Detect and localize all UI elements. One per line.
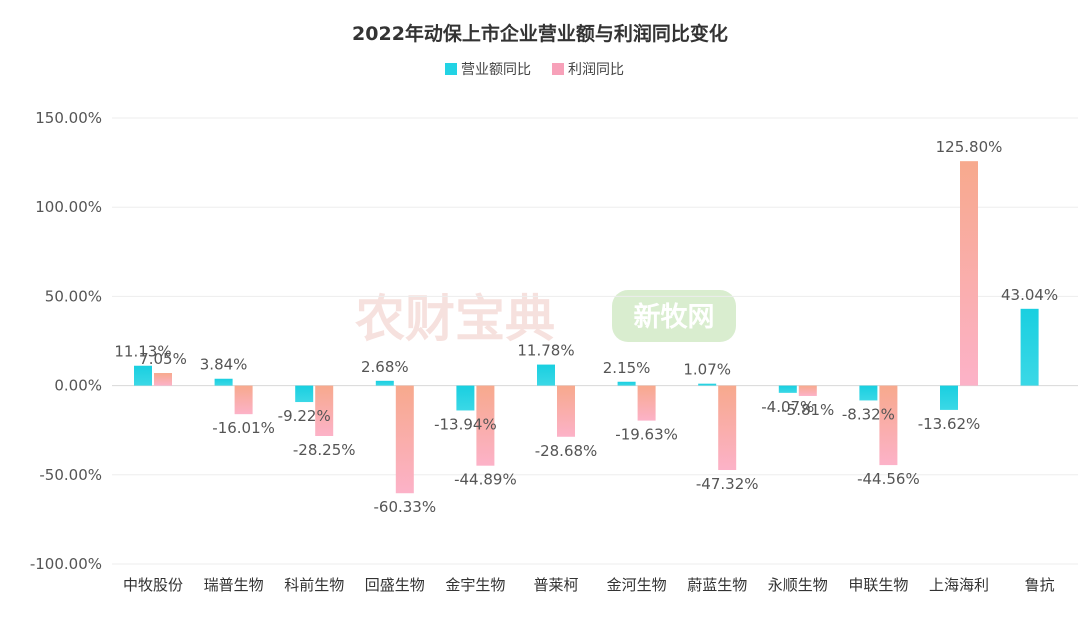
x-axis-ticks: 中牧股份 瑞普生物 科前生物 回盛生物 金宇生物 普莱柯 金河生物 蔚蓝生物 永顺生物 申联生物 上… xyxy=(123,576,1055,594)
x-tick-label: 申联生物 xyxy=(848,576,908,594)
legend-label-revenue: 营业额同比 xyxy=(461,62,531,78)
x-tick-label: 蔚蓝生物 xyxy=(687,576,747,594)
data-labels: 11.13%7.05% 3.84% -16.01%-9.22% -28.25% 2.68… xyxy=(114,138,1058,516)
data-label-profit: 7.05% xyxy=(139,350,187,368)
bar-revenue xyxy=(295,385,314,403)
data-label-profit: -47.32% xyxy=(696,475,759,493)
bar-profit xyxy=(557,385,575,437)
bar-revenue xyxy=(1020,308,1039,386)
bar-profit xyxy=(395,385,414,494)
data-label-profit: 125.80% xyxy=(936,138,1003,156)
x-tick-label: 上海海利 xyxy=(929,576,989,594)
bar-profit xyxy=(637,385,656,421)
data-label-revenue: 11.13% xyxy=(114,343,171,361)
watermark-xinmu: 新牧网 xyxy=(634,301,715,333)
y-tick-label: 0.00% xyxy=(54,377,102,395)
bar-revenue xyxy=(698,383,717,386)
data-label-profit: -16.01% xyxy=(212,419,275,437)
x-tick-label: 金宇生物 xyxy=(445,576,505,594)
bar-profit xyxy=(476,385,495,466)
legend-swatch-profit xyxy=(552,63,564,75)
x-tick-label: 金河生物 xyxy=(607,576,667,594)
y-tick-label: 150.00% xyxy=(35,109,102,127)
data-label-profit: -5.81% xyxy=(781,401,834,419)
watermarks: 农财宝典 新牧网 xyxy=(355,290,736,348)
bar-revenue xyxy=(456,385,475,411)
bar-profit xyxy=(315,385,334,436)
bar-revenue xyxy=(375,380,394,386)
legend-label-profit: 利润同比 xyxy=(568,62,624,78)
y-axis-ticks: 150.00% 100.00% 50.00% 0.00% -50.00% -100.00% xyxy=(30,109,102,573)
bar-revenue xyxy=(617,381,636,386)
y-tick-label: -100.00% xyxy=(30,555,102,573)
grid-lines xyxy=(112,117,1078,565)
watermark-nongcai: 农财宝典 xyxy=(355,290,555,348)
bar-profit xyxy=(234,385,253,415)
data-label-profit: -28.25% xyxy=(293,441,356,459)
bar-revenue xyxy=(537,364,555,386)
data-label-revenue: -13.94% xyxy=(434,415,497,433)
data-label-revenue: -9.22% xyxy=(278,407,331,425)
bar-revenue xyxy=(940,385,958,410)
bar-revenue xyxy=(778,385,797,393)
data-label-revenue: 11.78% xyxy=(517,342,574,360)
data-label-revenue: -4.07% xyxy=(761,398,814,416)
data-label-revenue: 43.04% xyxy=(1001,286,1058,304)
data-label-profit: -44.56% xyxy=(857,470,920,488)
y-tick-label: 50.00% xyxy=(45,287,102,305)
data-label-revenue: -13.62% xyxy=(918,415,981,433)
bar-revenue xyxy=(214,378,233,386)
data-label-revenue: 2.68% xyxy=(361,358,409,376)
data-label-profit: -19.63% xyxy=(615,426,678,444)
bars xyxy=(134,161,1039,494)
data-label-revenue: 2.15% xyxy=(603,359,651,377)
legend: 营业额同比 利润同比 xyxy=(445,62,624,78)
chart-title: 2022年动保上市企业营业额与利润同比变化 xyxy=(352,22,728,45)
x-tick-label: 永顺生物 xyxy=(768,576,828,594)
data-label-revenue: 1.07% xyxy=(683,361,731,379)
watermark-xinmu-badge xyxy=(612,290,736,342)
bar-revenue xyxy=(859,385,878,401)
bar-revenue xyxy=(134,365,152,386)
data-label-revenue: 3.84% xyxy=(200,356,248,374)
bar-profit xyxy=(718,385,737,471)
x-tick-label: 中牧股份 xyxy=(123,576,183,594)
bar-profit xyxy=(879,385,898,466)
data-label-revenue: -8.32% xyxy=(842,405,895,423)
y-tick-label: 100.00% xyxy=(35,198,102,216)
x-tick-label: 瑞普生物 xyxy=(204,576,264,594)
data-label-profit: -44.89% xyxy=(454,471,517,489)
x-tick-label: 科前生物 xyxy=(284,576,344,594)
y-tick-label: -50.00% xyxy=(39,466,102,484)
legend-swatch-revenue xyxy=(445,63,457,75)
bar-profit xyxy=(960,161,978,386)
bar-profit xyxy=(798,385,817,396)
x-tick-label: 普莱柯 xyxy=(533,576,578,594)
data-label-profit: -60.33% xyxy=(373,498,436,516)
x-tick-label: 回盛生物 xyxy=(365,576,425,594)
x-tick-label: 鲁抗 xyxy=(1025,576,1055,594)
data-label-profit: -28.68% xyxy=(535,442,598,460)
bar-profit xyxy=(154,373,172,386)
